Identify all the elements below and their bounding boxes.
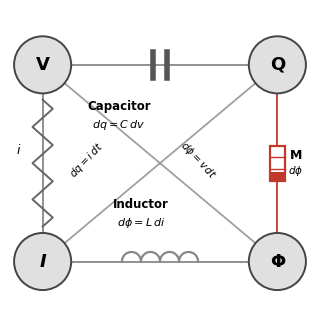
Text: $dq = C\,dv$: $dq = C\,dv$ bbox=[92, 118, 145, 132]
Text: Capacitor: Capacitor bbox=[87, 100, 151, 113]
Bar bbox=[270, 146, 285, 180]
Text: $dq = i\,dt$: $dq = i\,dt$ bbox=[67, 139, 107, 181]
Text: $d\phi$: $d\phi$ bbox=[288, 164, 303, 178]
Circle shape bbox=[14, 233, 71, 290]
Text: M: M bbox=[290, 149, 302, 162]
Circle shape bbox=[14, 36, 71, 93]
Text: Φ: Φ bbox=[270, 252, 285, 270]
Text: $i$: $i$ bbox=[16, 143, 21, 157]
Circle shape bbox=[249, 36, 306, 93]
Text: V: V bbox=[36, 56, 50, 74]
Circle shape bbox=[249, 233, 306, 290]
Text: $d\phi = L\,di$: $d\phi = L\,di$ bbox=[117, 216, 165, 230]
Text: I: I bbox=[39, 252, 46, 270]
Bar bbox=[270, 172, 285, 180]
Text: Q: Q bbox=[270, 56, 285, 74]
Text: Inductor: Inductor bbox=[113, 198, 169, 211]
Text: $d\phi = v\,dt$: $d\phi = v\,dt$ bbox=[177, 138, 219, 182]
